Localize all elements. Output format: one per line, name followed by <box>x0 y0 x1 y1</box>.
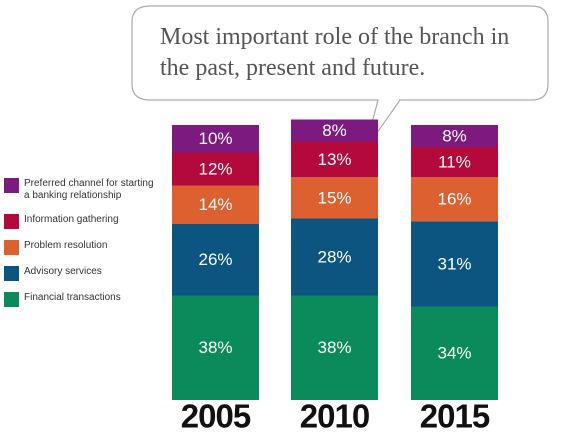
chart-title: Most important role of the branch in the… <box>160 24 510 81</box>
bar-segment <box>291 177 378 219</box>
legend-label: Preferred channel for starting a banking… <box>24 178 154 201</box>
legend-item: Problem resolution <box>4 240 154 255</box>
bar-segment <box>172 152 259 186</box>
legend-item: Financial transactions <box>4 292 154 307</box>
legend-label: Financial transactions <box>24 292 121 303</box>
legend-label: Advisory services <box>24 266 102 277</box>
value-label: 15% <box>317 188 351 207</box>
value-label: 10% <box>198 129 232 148</box>
legend-swatch <box>4 214 19 229</box>
bar-segment <box>411 177 498 222</box>
value-label: 26% <box>198 250 232 269</box>
value-label: 11% <box>438 153 471 172</box>
value-label: 38% <box>317 338 351 357</box>
speech-bubble <box>131 5 549 151</box>
legend-swatch <box>4 266 19 281</box>
legend-item: Advisory services <box>4 266 154 281</box>
bar-segment <box>291 295 378 400</box>
value-label: 31% <box>437 254 471 273</box>
value-label: 16% <box>437 190 471 209</box>
x-tick-label: 2010 <box>300 398 369 435</box>
bar-segment <box>411 125 498 147</box>
value-label: 14% <box>198 195 232 214</box>
bar-segment <box>172 224 259 296</box>
legend-swatch <box>4 240 19 255</box>
x-tick-label: 2015 <box>420 398 490 435</box>
legend-swatch <box>4 292 19 307</box>
bar-segment <box>411 221 498 307</box>
value-label: 38% <box>198 338 232 357</box>
bar-segment <box>411 306 498 400</box>
legend-item: Preferred channel for starting a banking… <box>4 178 154 202</box>
bar-segment <box>291 141 378 178</box>
value-label: 12% <box>198 159 232 178</box>
value-label: 8% <box>322 121 347 140</box>
bar-segment <box>291 119 378 142</box>
value-label: 28% <box>317 247 351 266</box>
bar-segment <box>411 147 498 178</box>
value-label: 13% <box>317 150 351 169</box>
legend-label: Information gathering <box>24 214 119 225</box>
value-label: 34% <box>437 344 471 363</box>
value-label: 8% <box>442 126 467 145</box>
bar-segment <box>172 295 259 400</box>
bar-segment <box>291 218 378 296</box>
legend-item: Information gathering <box>4 214 154 229</box>
bar-segment <box>172 125 259 153</box>
legend-swatch <box>4 178 19 193</box>
bar-segment <box>172 185 259 224</box>
legend-label: Problem resolution <box>24 240 108 251</box>
x-tick-label: 2005 <box>181 398 251 435</box>
